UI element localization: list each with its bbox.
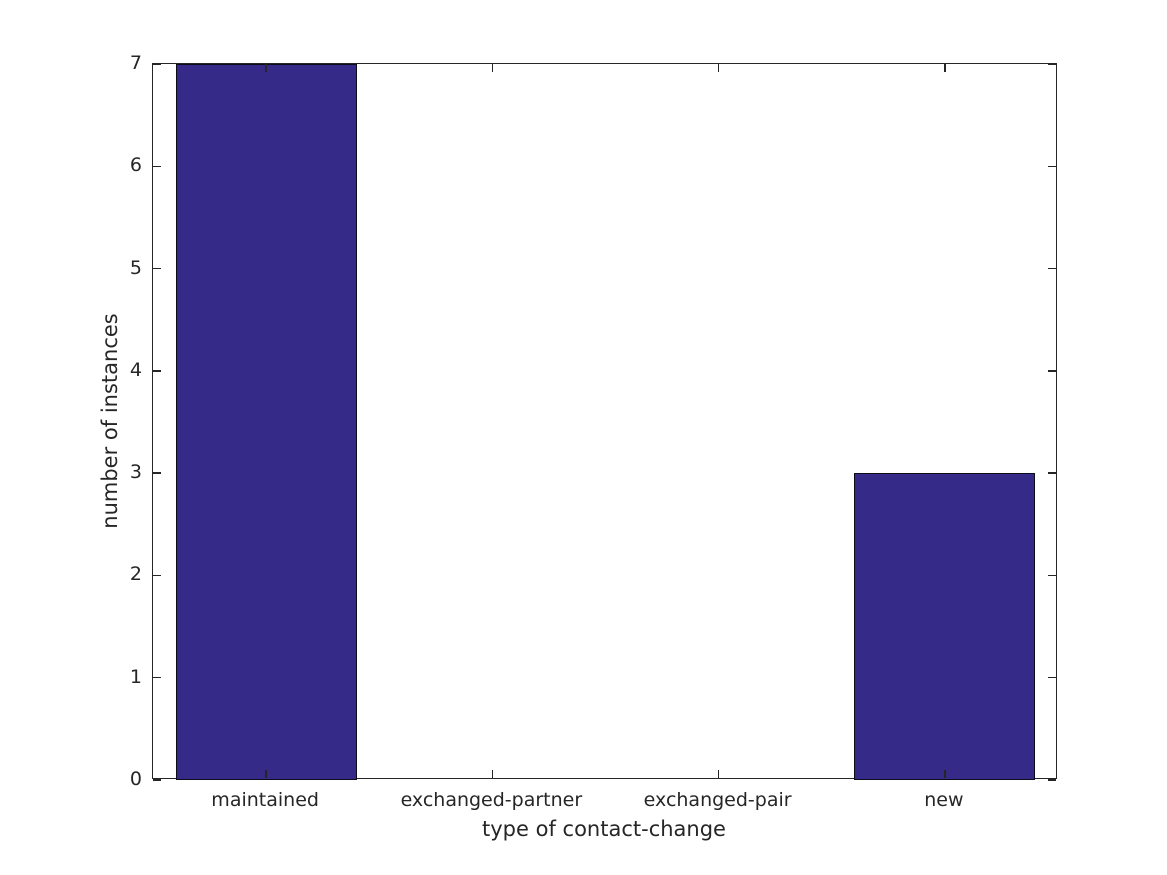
y-tick-mark [153,472,161,474]
y-tick-label: 5 [129,256,142,279]
y-tick-mark [153,779,161,781]
y-tick-mark [1048,574,1056,577]
x-tick-label: exchanged-partner [400,789,583,811]
y-tick-label: 7 [129,52,142,74]
x-tick-mark [944,770,946,778]
y-tick-mark [1048,370,1056,372]
y-tick-mark [1048,267,1056,270]
y-tick-mark [153,676,161,679]
y-tick-label: 1 [129,665,142,688]
bar-new [854,473,1036,780]
y-tick-label: 3 [129,461,142,484]
bar-maintained [175,64,357,780]
bars-layer [153,64,1056,780]
y-tick-mark [1048,63,1056,65]
x-tick-mark [491,64,494,72]
y-axis-label: number of instances [98,313,122,529]
ticks-layer [153,63,1056,781]
y-tick-mark [153,267,161,270]
y-tick-label: 0 [129,768,142,790]
plot-area [152,63,1057,781]
x-tick-mark [944,64,946,72]
y-tick-label: 4 [129,358,142,381]
x-tick-mark [717,64,720,72]
y-tick-mark [1048,165,1056,168]
y-tick-mark [153,63,161,65]
y-tick-label: 2 [129,563,142,586]
y-tick-mark [1048,472,1056,474]
y-tick-mark [1048,779,1056,781]
y-tick-mark [153,165,161,168]
y-tick-mark [153,370,161,372]
x-tick-mark [717,770,720,778]
x-tick-label: maintained [211,789,319,811]
y-tick-mark [1048,676,1056,679]
x-tick-label: exchanged-pair [643,789,792,811]
y-tick-label: 6 [129,154,142,177]
y-tick-mark [153,574,161,577]
x-axis-label: type of contact-change [482,817,726,841]
x-tick-mark [265,770,267,778]
x-tick-label: new [924,789,964,811]
x-tick-mark [265,64,267,72]
x-tick-mark [491,770,494,778]
